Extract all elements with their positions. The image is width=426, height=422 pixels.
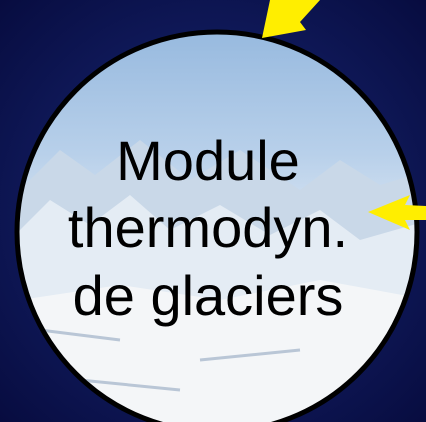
label-line: Module xyxy=(116,129,300,192)
scene: Module thermodyn. de glaciers xyxy=(0,0,426,422)
label-line: de glaciers xyxy=(73,264,344,327)
label-line: thermodyn. xyxy=(68,196,348,259)
page: Module thermodyn. de glaciers (() => { c… xyxy=(0,0,426,422)
